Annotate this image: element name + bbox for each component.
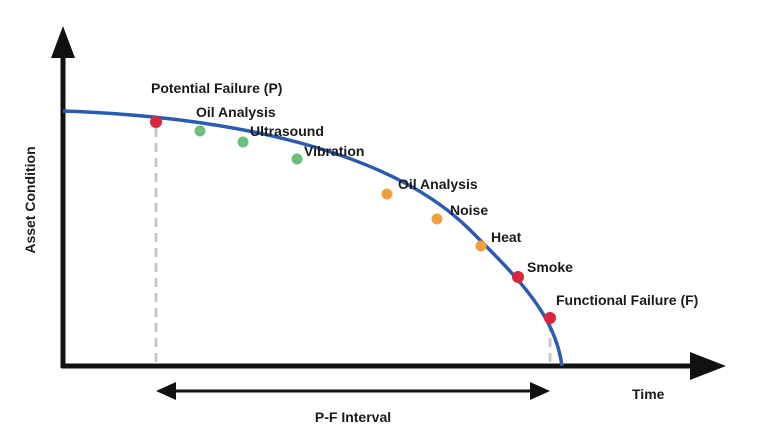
marker-oil-analysis-mid: Oil Analysis bbox=[381, 176, 478, 200]
potential-failure-label: Potential Failure (P) bbox=[151, 80, 282, 96]
marker-oil-analysis-early: Oil Analysis bbox=[194, 104, 276, 137]
marker-potential-failure: Potential Failure (P) bbox=[150, 80, 282, 128]
heat-point bbox=[475, 240, 487, 252]
functional-failure-label: Functional Failure (F) bbox=[556, 292, 698, 308]
y-axis-label: Asset Condition bbox=[22, 146, 38, 253]
smoke-point bbox=[512, 271, 524, 283]
ultrasound-point bbox=[237, 136, 249, 148]
heat-label: Heat bbox=[491, 229, 522, 245]
smoke-label: Smoke bbox=[527, 259, 573, 275]
oil-analysis-mid-point bbox=[381, 188, 393, 200]
y-axis-arrowhead bbox=[51, 26, 75, 58]
pf-interval-right-arrowhead bbox=[530, 382, 550, 400]
x-axis-label: Time bbox=[632, 386, 665, 402]
vibration-point bbox=[291, 153, 303, 165]
pf-interval-label: P-F Interval bbox=[315, 409, 391, 425]
functional-failure-point bbox=[544, 312, 556, 324]
marker-smoke: Smoke bbox=[512, 259, 573, 283]
marker-functional-failure: Functional Failure (F) bbox=[544, 292, 698, 324]
pf-interval-left-arrowhead bbox=[156, 382, 176, 400]
ultrasound-label: Ultrasound bbox=[250, 123, 324, 139]
oil-analysis-early-point bbox=[194, 125, 206, 137]
marker-vibration: Vibration bbox=[291, 143, 364, 165]
vibration-label: Vibration bbox=[304, 143, 364, 159]
oil-analysis-mid-label: Oil Analysis bbox=[398, 176, 478, 192]
marker-noise: Noise bbox=[431, 202, 488, 225]
noise-point bbox=[431, 213, 443, 225]
oil-analysis-early-label: Oil Analysis bbox=[196, 104, 276, 120]
marker-heat: Heat bbox=[475, 229, 522, 252]
pf-curve-line bbox=[62, 109, 564, 367]
noise-label: Noise bbox=[450, 202, 488, 218]
x-axis-arrowhead bbox=[690, 352, 726, 380]
marker-ultrasound: Ultrasound bbox=[237, 123, 324, 148]
potential-failure-point bbox=[150, 116, 162, 128]
